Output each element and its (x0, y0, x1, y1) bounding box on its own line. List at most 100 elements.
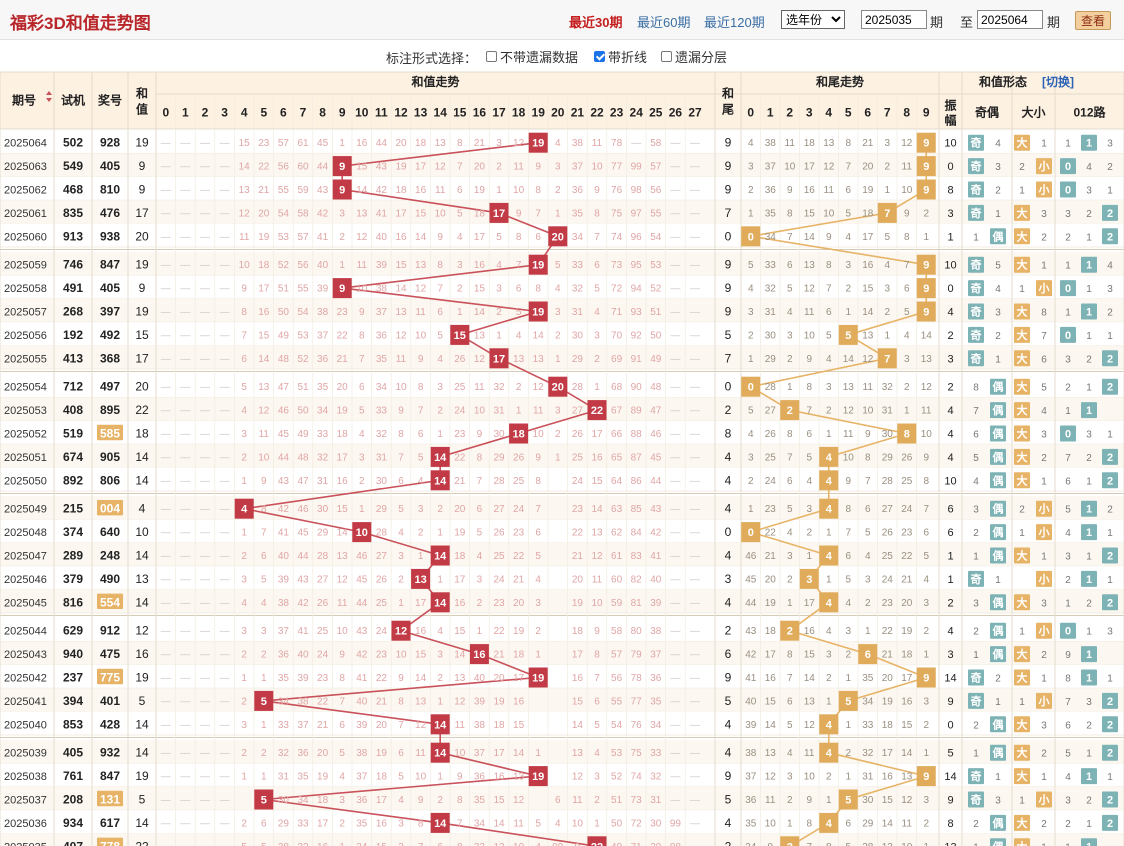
sum-omission-cell: 3 (457, 260, 463, 271)
oe-omission-cell: 2 (995, 331, 1001, 342)
tail-omission-cell: 3 (904, 354, 910, 365)
period-60-link[interactable]: 最近60期 (637, 15, 691, 30)
option-no-omission[interactable]: 不带遗漏数据 (486, 47, 578, 66)
sum-omission-cell: — (670, 720, 680, 731)
sum-omission-cell: 19 (258, 232, 270, 243)
sum-omission-cell: — (220, 307, 230, 318)
tail-marker-label: 9 (923, 161, 929, 173)
sum-omission-cell: 3 (594, 330, 600, 341)
tail-omission-cell: 39 (745, 720, 757, 731)
sum-omission-cell: — (220, 504, 230, 515)
tail-omission-cell: 13 (901, 772, 913, 783)
option-omission-layer[interactable]: 遗漏分层 (661, 47, 727, 66)
trial-cell: 712 (63, 380, 83, 394)
road-badge-label: 1 (1086, 307, 1092, 319)
sum-omission-cell: — (161, 528, 171, 539)
tail-marker (877, 348, 897, 369)
row-bg (0, 153, 1124, 177)
sum-omission-cell: 22 (376, 673, 388, 684)
tail-omission-cell: 20 (882, 673, 894, 684)
tail-omission-cell: 6 (904, 284, 910, 295)
sum-omission-cell: 17 (395, 208, 407, 219)
sum-omission-cell: 48 (278, 354, 290, 365)
sum-omission-cell: 1 (535, 748, 541, 759)
bs-omission-cell: 3 (1041, 720, 1047, 731)
sum-omission-cell: 14 (454, 650, 466, 661)
tail-omission-cell: 24 (765, 476, 777, 487)
tail-cell: 0 (725, 229, 732, 243)
tail-omission-cell: 43 (745, 626, 757, 637)
sum-omission-cell: 7 (594, 673, 600, 684)
bs-badge (1036, 280, 1052, 297)
tail-omission-cell: 12 (921, 382, 933, 393)
period-120-link[interactable]: 最近120期 (704, 15, 765, 30)
tail-omission-cell: 32 (765, 284, 777, 295)
sum-omission-cell: 50 (297, 406, 309, 417)
sum-marker (430, 812, 450, 833)
sum-omission-cell: — (690, 504, 700, 515)
sum-omission-cell: — (200, 504, 210, 515)
sum-omission-cell: 29 (317, 528, 329, 539)
sum-marker (528, 132, 548, 153)
sum-omission-cell: 1 (418, 551, 424, 562)
road-badge (1102, 228, 1118, 245)
sum-omission-cell: 38 (356, 748, 368, 759)
sum-omission-cell: 12 (591, 551, 603, 562)
oe-omission-cell: 2 (973, 528, 979, 539)
oe-omission-cell: 2 (973, 720, 979, 731)
tail-omission-cell: 5 (865, 528, 871, 539)
tail-omission-cell: 4 (748, 429, 754, 440)
sum-omission-cell: 2 (241, 818, 247, 829)
tail-cell: 4 (725, 746, 732, 760)
sum-marker-label: 14 (434, 452, 447, 464)
query-button[interactable]: 查看 (1075, 11, 1111, 30)
bs-badge-label: 大 (1017, 839, 1028, 846)
oe-omission-cell: 3 (973, 598, 979, 609)
sum-cell: 14 (135, 816, 149, 830)
tail-omission-cell: 10 (784, 162, 796, 173)
sum-omission-cell: — (670, 574, 680, 585)
sum-marker (489, 348, 509, 369)
sum-omission-cell: 1 (339, 842, 345, 846)
tail-omission-cell: 7 (923, 504, 929, 515)
tail-omission-cell: 11 (902, 162, 913, 173)
tail-omission-cell: 14 (765, 720, 777, 731)
option-polyline[interactable]: 带折线 (594, 47, 647, 66)
checkbox-polyline[interactable] (594, 51, 605, 62)
bs-badge-label: 大 (1017, 403, 1028, 417)
sum-col-header: 23 (610, 106, 624, 120)
sum-omission-cell: 10 (591, 598, 603, 609)
sum-omission-cell: 36 (297, 748, 309, 759)
period-30-link[interactable]: 最近30期 (569, 15, 623, 30)
sum-omission-cell: 1 (437, 574, 443, 585)
sum-omission-cell: 16 (415, 626, 427, 637)
sum-omission-cell: 19 (474, 185, 486, 196)
issue-cell: 2025055 (4, 353, 47, 365)
road-badge (1102, 350, 1118, 367)
sum-omission-cell: 26 (454, 354, 466, 365)
road-omission-cell: 2 (1065, 575, 1071, 586)
tail-omission-cell: 15 (882, 795, 894, 806)
sum-omission-cell: 88 (631, 429, 643, 440)
sum-omission-cell: 8 (241, 307, 247, 318)
sum-omission-cell: 16 (474, 260, 486, 271)
tail-marker (877, 202, 897, 223)
sum-omission-cell: 41 (650, 551, 662, 562)
road-omission-cell: 2 (1086, 796, 1092, 807)
issue-cell: 2025062 (4, 185, 47, 197)
sum-omission-cell: — (670, 382, 680, 393)
tail-omission-cell: 6 (923, 528, 929, 539)
sum-omission-cell: 52 (611, 772, 623, 783)
sum-omission-cell: 7 (418, 406, 424, 417)
sum-omission-cell: 37 (317, 330, 329, 341)
checkbox-omission-layer[interactable] (661, 51, 672, 62)
sum-omission-cell: — (180, 504, 190, 515)
sum-omission-cell: 82 (631, 574, 643, 585)
sum-omission-cell: 6 (555, 795, 561, 806)
checkbox-no-omission[interactable] (486, 51, 497, 62)
from-issue-input[interactable] (861, 10, 927, 29)
year-select[interactable]: 选年份 (781, 10, 845, 29)
sum-cell: 5 (139, 793, 146, 807)
oe-badge (968, 181, 984, 198)
to-issue-input[interactable] (977, 10, 1043, 29)
